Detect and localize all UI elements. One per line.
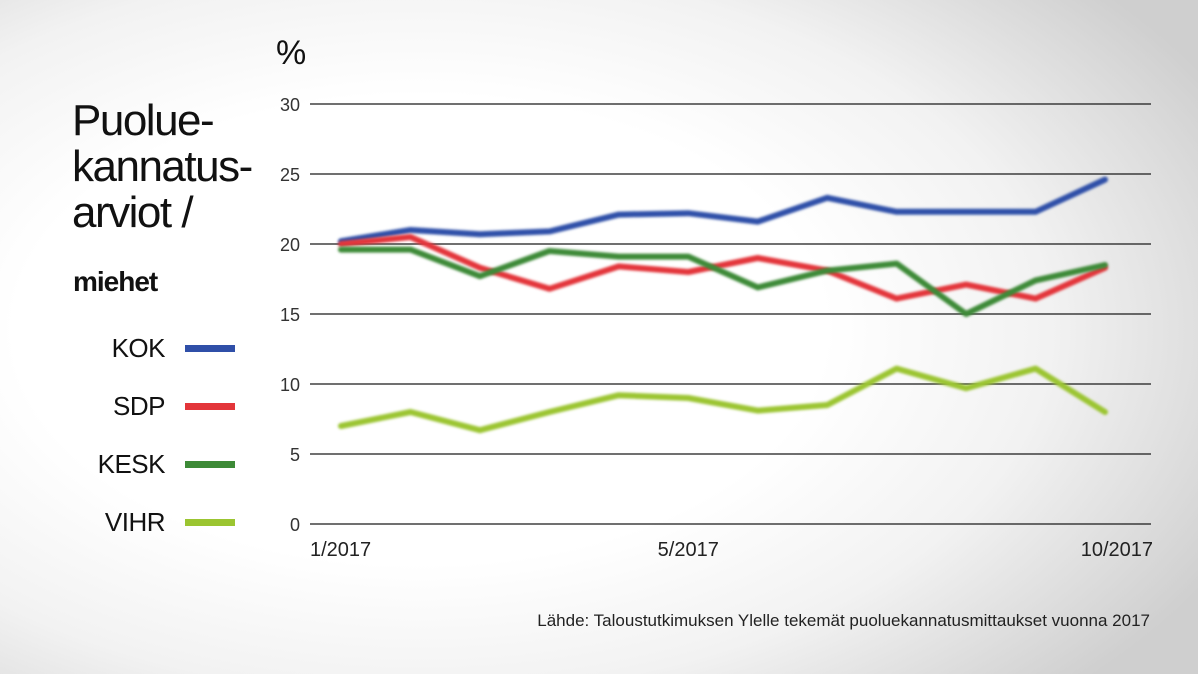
legend-item-vihr: VIHR (60, 507, 240, 537)
legend-label-kok: KOK (111, 333, 166, 363)
y-tick-label-30: 30 (280, 95, 300, 115)
legend-swatch-sdp (185, 403, 235, 410)
legend-item-kok: KOK (60, 333, 240, 363)
chart-subtitle: miehet (73, 266, 158, 297)
title-line-2: kannatus- (72, 142, 253, 191)
series-line-vihr (338, 365, 1108, 434)
x-tick-label-1-2017: 1/2017 (310, 539, 371, 561)
series-line-sdp (338, 234, 1108, 302)
y-tick-label-10: 10 (280, 375, 300, 395)
title-line-1: Puolue- (72, 96, 215, 145)
legend-swatch-kok (185, 345, 235, 352)
legend-swatch-kesk (185, 461, 235, 468)
legend-label-sdp: SDP (113, 391, 165, 421)
x-axis-ticks: 1/2017 5/2017 10/2017 (310, 539, 1153, 561)
y-axis-ticks: 0 5 10 15 20 25 30 (280, 95, 300, 535)
chart-title: Puolue- kannatus- arviot / (72, 96, 253, 237)
y-tick-label-25: 25 (280, 165, 300, 185)
grid-lines (310, 103, 1151, 525)
legend-item-kesk: KESK (60, 449, 240, 479)
source-note: Lähde: Taloustutkimuksen Ylelle tekemät … (537, 611, 1150, 630)
x-tick-label-5-2017: 5/2017 (658, 539, 719, 561)
legend-item-sdp: SDP (60, 391, 240, 421)
y-tick-label-5: 5 (290, 445, 300, 465)
series-line-kok (338, 176, 1108, 245)
legend-label-kesk: KESK (97, 449, 166, 479)
series-lines (338, 176, 1108, 434)
series-line-kesk (338, 246, 1108, 317)
x-tick-label-10-2017: 10/2017 (1081, 539, 1153, 561)
y-tick-label-0: 0 (290, 515, 300, 535)
y-tick-label-15: 15 (280, 305, 300, 325)
title-line-3: arviot / (72, 188, 194, 237)
y-axis-label: % (276, 34, 306, 72)
legend-swatch-vihr (185, 519, 235, 526)
legend-label-vihr: VIHR (104, 507, 166, 537)
y-tick-label-20: 20 (280, 235, 300, 255)
